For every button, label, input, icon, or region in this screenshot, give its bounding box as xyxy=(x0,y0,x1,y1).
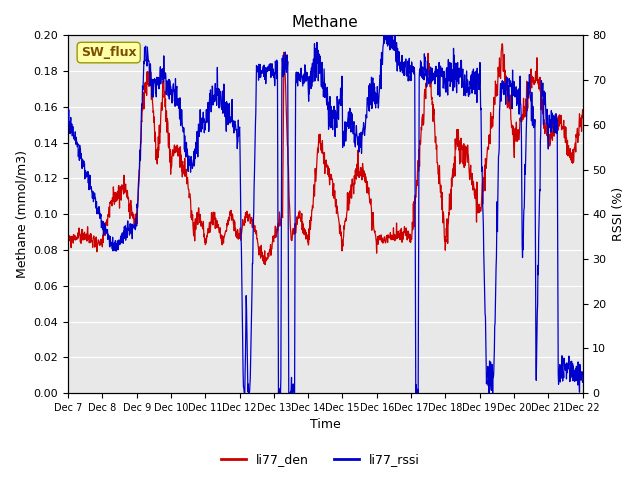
Legend: li77_den, li77_rssi: li77_den, li77_rssi xyxy=(216,448,424,471)
Y-axis label: RSSI (%): RSSI (%) xyxy=(612,187,625,241)
Text: SW_flux: SW_flux xyxy=(81,46,136,59)
Title: Methane: Methane xyxy=(292,15,358,30)
Y-axis label: Methane (mmol/m3): Methane (mmol/m3) xyxy=(15,150,28,278)
X-axis label: Time: Time xyxy=(310,419,340,432)
